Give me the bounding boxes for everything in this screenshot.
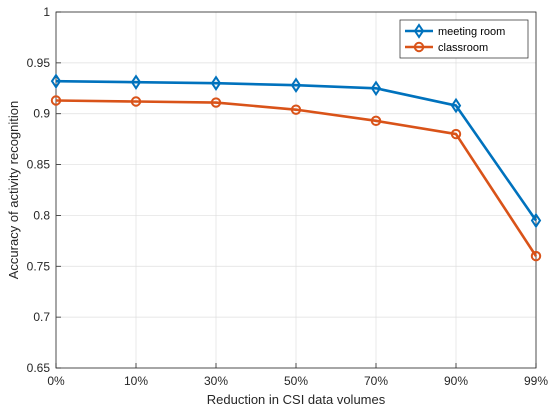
data-point — [50, 73, 62, 89]
y-tick-label: 0.8 — [33, 208, 50, 222]
data-point — [130, 74, 142, 90]
series-line — [55, 99, 538, 257]
y-tick-label: 0.85 — [27, 158, 51, 172]
x-tick-label: 50% — [284, 374, 308, 388]
y-tick-label: 1 — [43, 5, 50, 19]
series-meeting-room — [50, 73, 542, 229]
y-tick-label: 0.75 — [27, 259, 51, 273]
data-point — [210, 97, 222, 108]
y-tick-label: 0.9 — [33, 107, 50, 121]
data-point — [290, 104, 302, 115]
data-point — [370, 80, 382, 97]
data-point — [530, 250, 542, 262]
x-tick-label: 0% — [47, 374, 65, 388]
legend-box — [399, 19, 529, 59]
x-tick-labels: 0% 10% 30% 50% 70% 90% 99% — [47, 374, 548, 388]
legend-entry: classroom — [405, 41, 488, 54]
x-tick-label: 70% — [364, 374, 388, 388]
y-tick-labels: 0.65 0.7 0.75 0.8 0.85 0.9 0.95 1 — [27, 5, 51, 375]
legend-label: classroom — [438, 42, 488, 54]
x-tick-label: 30% — [204, 374, 228, 388]
x-tick-label: 10% — [124, 374, 148, 388]
y-tick-label: 0.95 — [27, 56, 51, 70]
x-tick-label: 99% — [524, 374, 548, 388]
series-group — [50, 73, 542, 262]
plot-frame — [55, 11, 537, 369]
x-tick-label: 90% — [444, 374, 468, 388]
series-line — [55, 79, 538, 222]
data-point — [290, 77, 302, 94]
legend-label: meeting room — [438, 26, 505, 38]
legend-marker — [413, 41, 425, 53]
data-point — [370, 115, 382, 127]
legend-entry: meeting room — [405, 23, 505, 39]
data-point — [530, 212, 542, 229]
y-tick-label: 0.7 — [33, 310, 50, 324]
y-tick-label: 0.65 — [27, 361, 51, 375]
data-point — [450, 128, 462, 140]
y-axis-label: Accuracy of activity recognition — [6, 101, 21, 279]
legend-marker — [413, 23, 425, 39]
legend: meeting room classroom — [399, 19, 529, 59]
data-point — [210, 75, 222, 92]
data-point — [450, 97, 462, 114]
x-axis-label: Reduction in CSI data volumes — [207, 392, 386, 407]
data-point — [130, 96, 142, 107]
series-classroom — [50, 95, 542, 262]
data-point — [50, 95, 62, 106]
